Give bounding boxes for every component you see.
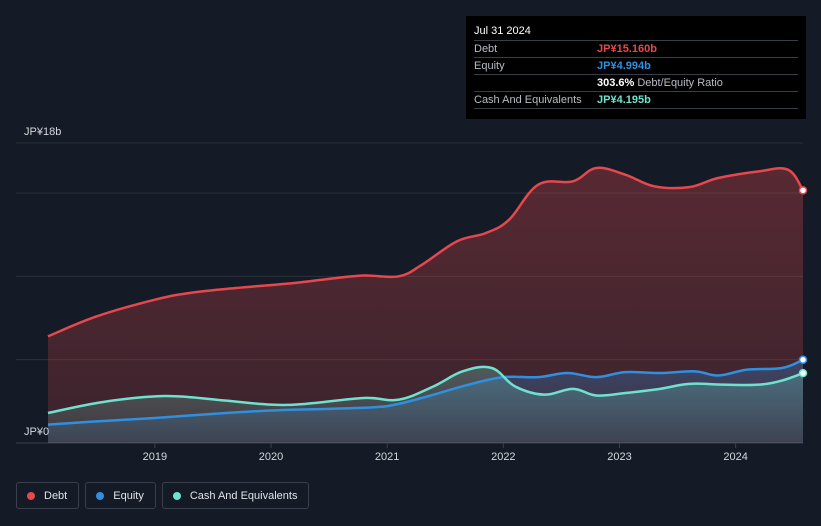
legend-label: Debt [44,489,68,502]
tooltip-row-debt: Debt JP¥15.160b [474,41,798,58]
tooltip-label: Equity [474,60,505,72]
cash-line [47,365,804,415]
equity-end-point [798,355,808,365]
legend-item-cash[interactable]: Cash And Equivalents [161,482,310,509]
series-lines [47,166,805,426]
legend-dot-icon [27,491,35,500]
y-axis-top-label: JP¥18b [24,126,61,138]
tooltip-row-cash: Cash And Equivalents JP¥4.195b [474,92,798,109]
x-axis-ticks: 2019 2020 2021 2022 2023 2024 [143,443,748,463]
x-tick-label: 2023 [607,451,631,463]
legend-label: Cash And Equivalents [189,489,298,502]
debt-line [47,166,805,338]
debt-end-point [798,186,808,195]
legend-dot-icon [172,491,181,500]
x-tick-label: 2021 [375,451,399,463]
legend-dot-icon [96,491,105,500]
tooltip-value: 303.6% [597,77,635,89]
y-axis-bottom-label: JP¥0 [24,426,49,438]
tooltip-value: JP¥4.195b [597,94,651,106]
tooltip-value: JP¥15.160b [597,43,657,55]
x-tick-label: 2020 [259,451,283,463]
x-tick-label: 2022 [491,451,515,463]
legend: Debt Equity Cash And Equivalents [16,482,310,509]
legend-label: Equity [113,489,144,502]
tooltip-extra: Debt/Equity Ratio [637,77,723,89]
cash-area [48,366,803,443]
tooltip-label: Debt [474,43,498,55]
series-areas [48,167,803,443]
tooltip-panel: Jul 31 2024 Debt JP¥15.160b Equity JP¥4.… [466,16,806,119]
tooltip-row-equity: Equity JP¥4.994b [474,58,798,75]
x-tick-label: 2019 [143,451,167,463]
tooltip-value: JP¥4.994b [597,60,651,72]
legend-item-equity[interactable]: Equity [85,482,156,509]
legend-item-debt[interactable]: Debt [16,482,80,509]
series-end-points [798,186,808,378]
tooltip-label [474,75,597,91]
tooltip-row-ratio: 303.6% Debt/Equity Ratio [474,75,798,92]
tooltip-label: Cash And Equivalents [474,94,582,106]
cash-end-point [798,368,808,378]
tooltip-date: Jul 31 2024 [474,23,798,41]
x-tick-label: 2024 [723,451,747,463]
